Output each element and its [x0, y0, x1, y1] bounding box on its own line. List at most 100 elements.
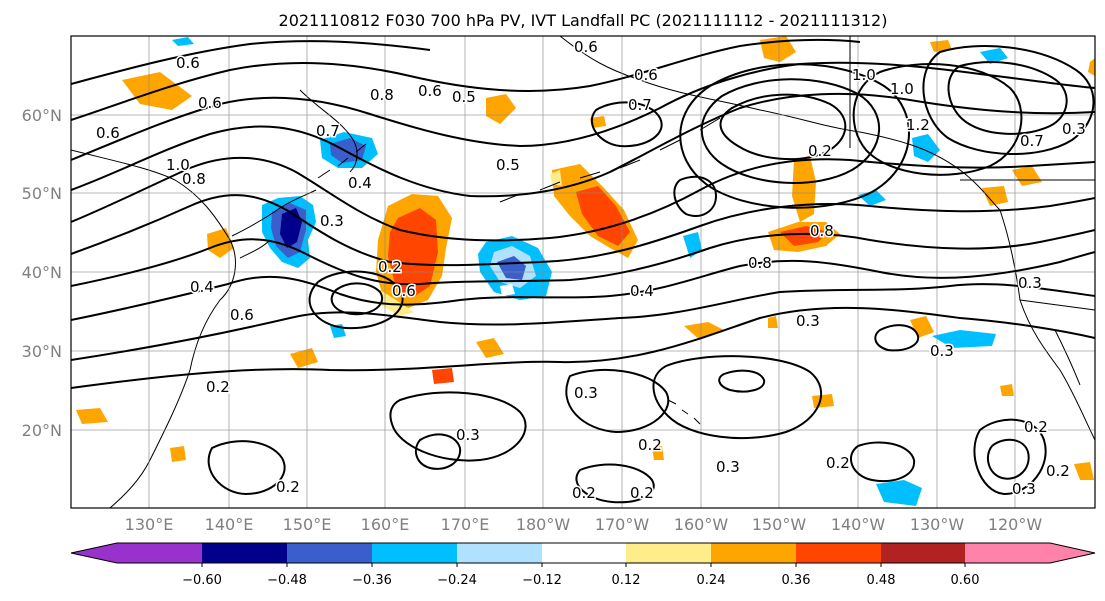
contour-labels: 0.6 0.6 0.6 0.6 0.6 0.6 0.7 0.8 0.5 0.5 …	[95, 37, 1088, 504]
colorbar-segment	[626, 543, 711, 563]
lon-label: 120°W	[988, 515, 1043, 534]
lon-label: 140°W	[831, 515, 886, 534]
contour-label: 0.2	[1046, 462, 1070, 480]
colorbar-tick-label: −0.24	[437, 573, 477, 588]
lat-label: 30°N	[22, 342, 62, 361]
negative-anomaly-3	[876, 480, 922, 506]
positive-anomaly-8	[684, 322, 724, 340]
contour-label: 0.3	[574, 384, 598, 402]
contour-label: 0.8	[182, 170, 206, 188]
positive-anomaly-20	[930, 40, 952, 52]
lon-label: 160°W	[674, 515, 729, 534]
negative-anomaly-japan-peak	[280, 208, 302, 248]
contour-label: 0.2	[808, 142, 832, 160]
contour-loop	[673, 175, 717, 217]
lat-label: 40°N	[22, 263, 62, 282]
contour-loop	[652, 355, 822, 440]
coastline-kamchatka	[299, 89, 358, 173]
negative-anomaly-6	[172, 37, 194, 46]
contour-label: 0.6	[634, 66, 658, 84]
contour-loop	[986, 438, 1030, 480]
positive-anomaly-5	[290, 348, 318, 368]
contour-label: 0.3	[716, 458, 740, 476]
contour-line	[71, 40, 431, 85]
positive-anomaly-east-core	[780, 226, 828, 246]
colorbar-segment	[202, 543, 287, 563]
contour-line	[71, 251, 1095, 321]
contour-loop	[852, 63, 1023, 176]
contour-loop	[308, 270, 404, 330]
colorbar-segment	[71, 543, 202, 563]
contour-label: 0.3	[1018, 274, 1042, 292]
contour-line	[71, 229, 1095, 287]
coastline-asia	[71, 149, 236, 508]
coastlines	[71, 36, 1095, 508]
contour-label: 1.2	[906, 116, 930, 134]
colorbar-segment	[965, 543, 1095, 563]
contour-line	[71, 156, 1095, 242]
colorbar-segment	[287, 543, 372, 563]
colorbar-segment	[881, 543, 965, 563]
positive-anomaly-kuroshio-edge	[380, 290, 414, 316]
positive-anomaly-4	[486, 94, 516, 124]
positive-anomaly-7	[432, 368, 454, 384]
contour-label: 0.3	[456, 426, 480, 444]
contour-label: 0.5	[496, 156, 520, 174]
map-panel: 0.6 0.6 0.6 0.6 0.6 0.6 0.7 0.8 0.5 0.5 …	[22, 35, 1096, 534]
contour-loop	[575, 463, 655, 504]
colorbar-segment	[457, 543, 542, 563]
lon-label: 180°W	[516, 515, 571, 534]
colorbar-tick-label: −0.36	[352, 573, 392, 588]
contour-loop	[922, 45, 1095, 155]
contour-label: 0.3	[1012, 480, 1036, 498]
contour-loop	[389, 391, 527, 462]
lon-label: 140°E	[205, 515, 254, 534]
colorbar-outline	[70, 542, 1096, 564]
contour-label: 0.2	[206, 378, 230, 396]
contour-loop	[679, 63, 910, 209]
lon-label: 150°E	[283, 515, 332, 534]
contour-label: 0.6	[176, 54, 200, 72]
lon-label: 160°E	[361, 515, 410, 534]
positive-anomaly-17	[652, 446, 664, 460]
coastline-alaska	[559, 36, 1001, 211]
lon-label: 130°E	[125, 515, 174, 534]
contour-line	[71, 61, 1095, 161]
coastline-hawaii	[667, 399, 701, 425]
contour-label: 0.8	[748, 254, 772, 272]
colorbar-tick-label: 0.36	[782, 573, 811, 588]
positive-anomaly-19	[768, 316, 778, 328]
negative-anomaly-7	[858, 190, 886, 206]
contour-line	[71, 194, 1095, 267]
colorbar-tick-label: −0.60	[182, 573, 222, 588]
positive-anomaly-15	[170, 446, 186, 462]
lat-label: 50°N	[22, 184, 62, 203]
negative-anomaly-dateline-peak	[500, 284, 515, 296]
contour-label: 1.0	[890, 80, 914, 98]
positive-anomaly-12	[1012, 166, 1042, 186]
contour-loop	[207, 440, 286, 495]
contour-label: 1.0	[852, 66, 876, 84]
negative-anomaly-2	[932, 330, 996, 348]
lon-label: 170°E	[441, 515, 490, 534]
negative-anomaly-4	[912, 134, 940, 162]
lon-label: 150°W	[752, 515, 807, 534]
contour-label: 0.8	[810, 222, 834, 240]
colorbar-segment	[711, 543, 796, 563]
contour-loop	[947, 61, 1068, 135]
contour-loop	[590, 101, 663, 148]
colorbar-ticks	[201, 563, 966, 567]
figure-title: 2021110812 F030 700 hPa PV, IVT Landfall…	[279, 11, 888, 30]
colorbar-segment	[372, 543, 457, 563]
positive-anomaly-16	[590, 116, 606, 128]
contour-loop	[414, 433, 462, 470]
contour-label: 1.0	[166, 156, 190, 174]
contour-loop	[719, 93, 847, 161]
contour-label: 0.2	[276, 478, 300, 496]
contour-label: 0.2	[572, 484, 596, 502]
contour-label: 0.5	[452, 88, 476, 106]
lat-label: 20°N	[22, 421, 62, 440]
positive-anomaly-14	[1074, 462, 1094, 480]
coastline-baja	[1054, 329, 1081, 386]
contour-label: 0.6	[392, 282, 416, 300]
